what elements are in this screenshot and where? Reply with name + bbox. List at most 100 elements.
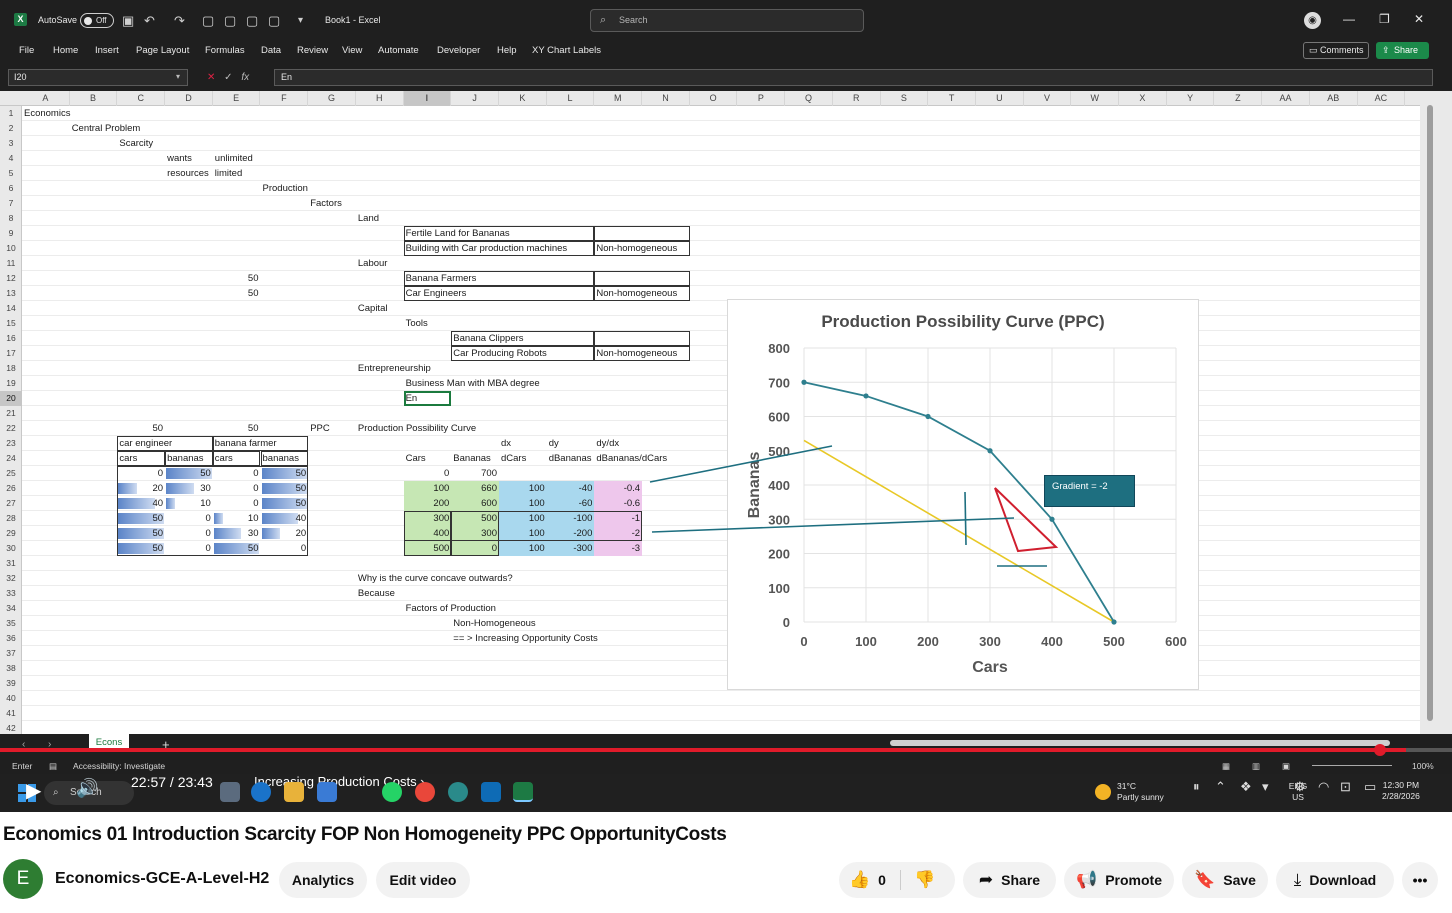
next-sheet-icon[interactable]: › — [48, 739, 52, 750]
row-header-22[interactable]: 22 — [6, 423, 16, 433]
weather-icon[interactable] — [1095, 784, 1111, 800]
row-header-27[interactable]: 27 — [6, 498, 16, 508]
theater-mode-icon[interactable]: ⊡ — [1340, 779, 1351, 794]
row-header-25[interactable]: 25 — [6, 468, 16, 478]
accessibility-status[interactable]: Accessibility: Investigate — [73, 761, 166, 771]
row-header-13[interactable]: 13 — [6, 288, 16, 298]
column-header-g[interactable]: G — [308, 91, 356, 106]
row-header-41[interactable]: 41 — [6, 708, 16, 718]
formula-input[interactable]: En — [274, 69, 1433, 86]
chevron-down-icon[interactable]: ▾ — [176, 72, 181, 81]
row-header-3[interactable]: 3 — [8, 138, 14, 148]
column-header-d[interactable]: D — [165, 91, 213, 106]
edit-video-button[interactable]: Edit video — [376, 862, 470, 898]
row-header-35[interactable]: 35 — [6, 618, 16, 628]
download-button[interactable]: ⤓ Download — [1276, 862, 1394, 898]
column-header-w[interactable]: W — [1071, 91, 1120, 106]
row-header-10[interactable]: 10 — [6, 243, 16, 253]
tab-automate[interactable]: Automate — [378, 45, 419, 56]
column-header-aa[interactable]: AA — [1262, 91, 1310, 106]
column-header-k[interactable]: K — [499, 91, 547, 106]
row-header-33[interactable]: 33 — [6, 588, 16, 598]
chrome-icon[interactable] — [415, 782, 435, 802]
tab-formulas[interactable]: Formulas — [205, 45, 245, 56]
column-header-s[interactable]: S — [881, 91, 929, 106]
column-header-f[interactable]: F — [261, 91, 309, 106]
browser-icon[interactable] — [448, 782, 468, 802]
dropbox-icon[interactable]: ❖ — [1240, 779, 1252, 794]
cancel-entry-icon[interactable]: ✕ — [207, 72, 216, 83]
page-layout-view-icon[interactable]: ▥ — [1252, 761, 1261, 771]
row-header-42[interactable]: 42 — [6, 723, 16, 733]
name-box[interactable]: I20 — [8, 69, 188, 86]
tab-insert[interactable]: Insert — [95, 45, 119, 56]
column-header-n[interactable]: N — [642, 91, 690, 106]
row-header-30[interactable]: 30 — [6, 543, 16, 553]
column-header-b[interactable]: B — [70, 91, 118, 106]
undo-icon[interactable]: ↶ — [144, 13, 155, 28]
row-header-28[interactable]: 28 — [6, 513, 16, 523]
tab-file[interactable]: File — [19, 45, 35, 56]
wifi-icon[interactable]: ◠ — [1318, 779, 1330, 794]
share-button[interactable]: ⇪ Share — [1376, 42, 1429, 59]
save-icon[interactable]: ▣ — [122, 13, 135, 28]
column-header-o[interactable]: O — [690, 91, 738, 106]
column-header-r[interactable]: R — [833, 91, 881, 106]
row-header-40[interactable]: 40 — [6, 693, 16, 703]
progress-scrubber[interactable] — [1374, 744, 1386, 756]
like-button[interactable]: 👍 0 — [849, 870, 886, 889]
row-header-16[interactable]: 16 — [6, 333, 16, 343]
comments-button[interactable]: ▭ Comments — [1303, 42, 1369, 59]
windows-start-icon[interactable] — [18, 784, 36, 802]
gradient-annotation[interactable]: Gradient = -2 — [1044, 475, 1135, 507]
normal-view-icon[interactable]: ▦ — [1222, 761, 1231, 771]
column-header-u[interactable]: U — [976, 91, 1024, 106]
analytics-button[interactable]: Analytics — [279, 862, 367, 898]
zoom-level[interactable]: 100% — [1412, 761, 1434, 771]
column-header-ac[interactable]: AC — [1358, 91, 1406, 106]
save-button[interactable]: 🔖 Save — [1182, 862, 1268, 898]
redo-icon[interactable]: ↷ — [174, 13, 185, 28]
zoom-slider[interactable] — [1312, 765, 1392, 766]
add-sheet-icon[interactable]: + — [162, 737, 170, 752]
share-video-button[interactable]: ➦ Share — [963, 862, 1056, 898]
chevron-up-icon[interactable]: ⌃ — [1215, 779, 1226, 794]
tab-data[interactable]: Data — [261, 45, 282, 56]
app-icon[interactable] — [481, 782, 501, 802]
confirm-entry-icon[interactable]: ✓ — [224, 72, 233, 83]
video-player[interactable]: X AutoSave Off ▣ ↶ ↷ ▢ ▢ ▢ ▢ ▾ Book1 - E… — [0, 0, 1452, 812]
more-actions-button[interactable]: ••• — [1402, 862, 1438, 898]
row-header-36[interactable]: 36 — [6, 633, 16, 643]
row-header-9[interactable]: 9 — [8, 228, 14, 238]
row-header-32[interactable]: 32 — [6, 573, 16, 583]
whatsapp-icon[interactable] — [382, 782, 402, 802]
excel-taskbar-icon[interactable] — [513, 782, 533, 802]
selected-cell-i20[interactable] — [403, 391, 452, 406]
row-header-21[interactable]: 21 — [6, 408, 16, 418]
column-header-l[interactable]: L — [547, 91, 595, 106]
settings-icon[interactable]: ⚙ — [1294, 779, 1306, 794]
dislike-button[interactable]: 👎 — [914, 862, 943, 898]
channel-avatar[interactable]: E — [3, 859, 43, 899]
column-header-j[interactable]: J — [451, 91, 499, 106]
tab-help[interactable]: Help — [497, 45, 517, 56]
edge-icon[interactable] — [251, 782, 271, 802]
prev-sheet-icon[interactable]: ‹ — [22, 739, 26, 750]
store-icon[interactable] — [317, 782, 337, 802]
row-header-12[interactable]: 12 — [6, 273, 16, 283]
play-icon[interactable]: ▶ — [26, 780, 42, 802]
row-header-26[interactable]: 26 — [6, 483, 16, 493]
language-indicator[interactable]: ENG US — [1288, 781, 1308, 802]
insert-function-icon[interactable]: fx — [241, 72, 250, 83]
minimize-icon[interactable]: — — [1343, 12, 1355, 26]
quick-access-icon[interactable]: ▢ — [202, 13, 215, 28]
row-header-18[interactable]: 18 — [6, 363, 16, 373]
battery-icon[interactable]: ▭ — [1364, 779, 1377, 794]
row-header-11[interactable]: 11 — [6, 258, 16, 268]
row-header-17[interactable]: 17 — [6, 348, 16, 358]
tab-home[interactable]: Home — [53, 45, 79, 56]
column-header-i[interactable]: I — [403, 91, 452, 106]
page-break-view-icon[interactable]: ▣ — [1282, 761, 1291, 771]
column-header-v[interactable]: V — [1024, 91, 1072, 106]
row-header-6[interactable]: 6 — [8, 183, 14, 193]
